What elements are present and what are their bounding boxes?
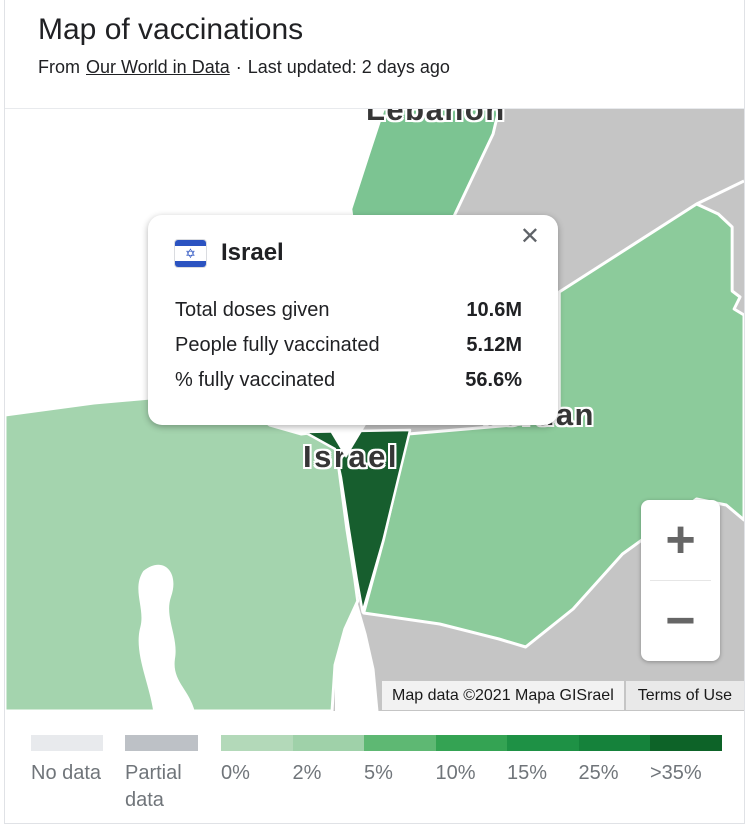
- stat-value: 10.6M: [466, 299, 522, 321]
- legend-swatch: [578, 735, 650, 751]
- legend-label: 10%: [435, 762, 476, 784]
- separator-dot: ·: [235, 57, 242, 77]
- border-line-syria-iraq: [695, 179, 744, 206]
- legend-swatch: [435, 735, 507, 751]
- stat-row-percent-vaccinated: % fully vaccinated 56.6%: [175, 363, 522, 398]
- page-title: Map of vaccinations: [38, 13, 304, 46]
- legend-item-25pct: 25%: [578, 735, 650, 787]
- star-of-david-icon: ✡: [185, 245, 196, 261]
- legend-label: 25%: [578, 762, 619, 784]
- popup-stats: Total doses given 10.6M People fully vac…: [175, 293, 522, 398]
- map-data-copyright: Map data ©2021 Mapa GISrael: [382, 681, 624, 710]
- flag-field: ✡: [175, 246, 206, 261]
- legend-item-2pct: 2%: [292, 735, 364, 787]
- legend-swatch: [221, 735, 293, 751]
- israel-flag-icon: ✡: [175, 239, 206, 267]
- card-header: Map of vaccinations From Our World in Da…: [5, 0, 744, 109]
- legend-label: No data: [31, 762, 102, 784]
- legend-item-no-data: No data: [31, 735, 103, 787]
- map-legend: No data Partial data 0% 2% 5% 10% 15% 2: [5, 711, 744, 814]
- stat-value: 56.6%: [465, 369, 522, 391]
- legend-label: Partial data: [125, 762, 182, 811]
- popup-country-name: Israel: [221, 239, 284, 266]
- popup-header: ✡ Israel: [175, 239, 522, 267]
- stat-value: 5.12M: [466, 334, 522, 356]
- legend-swatch: [507, 735, 579, 751]
- region-israel[interactable]: [303, 428, 412, 614]
- terms-of-use-link[interactable]: Terms of Use: [625, 681, 744, 710]
- legend-label: 5%: [364, 762, 393, 784]
- legend-swatch-partial-data: [125, 735, 198, 751]
- close-icon[interactable]: ✕: [514, 221, 546, 253]
- stat-row-fully-vaccinated: People fully vaccinated 5.12M: [175, 328, 522, 363]
- legend-label: 2%: [292, 762, 322, 784]
- zoom-control-divider: [650, 580, 711, 581]
- legend-swatch: [650, 735, 722, 751]
- region-egypt[interactable]: [5, 394, 360, 711]
- legend-swatch-no-data: [31, 735, 103, 751]
- legend-label: 15%: [507, 762, 548, 784]
- flag-stripe-bottom: [175, 260, 206, 267]
- source-line: From Our World in Data · Last updated: 2…: [38, 57, 744, 78]
- legend-item-0pct: 0%: [221, 735, 293, 787]
- region-jordan[interactable]: [362, 202, 744, 649]
- stat-label: % fully vaccinated: [175, 369, 336, 391]
- country-info-popup: ✕ ✡ Israel Total doses given 10.6M Peopl: [148, 215, 558, 425]
- popup-pointer: [325, 423, 367, 458]
- zoom-in-button[interactable]: +: [641, 500, 720, 580]
- map-attribution: Map data ©2021 Mapa GISrael Terms of Use: [382, 681, 744, 710]
- stat-label: People fully vaccinated: [175, 334, 380, 356]
- legend-item-35pct-plus: >35%: [650, 735, 722, 787]
- legend-swatch: [364, 735, 436, 751]
- legend-label: >35%: [650, 762, 702, 784]
- legend-item-10pct: 10%: [435, 735, 507, 787]
- legend-item-partial-data: Partial data: [125, 735, 198, 814]
- choropleth-map[interactable]: Lebanon Jordan Israel ✕ ✡ Israel Total d…: [5, 109, 744, 711]
- legend-item-5pct: 5%: [364, 735, 436, 787]
- last-updated-text: Last updated: 2 days ago: [247, 57, 450, 77]
- legend-item-15pct: 15%: [507, 735, 579, 787]
- map-zoom-control: + −: [641, 500, 720, 661]
- legend-swatch: [292, 735, 364, 751]
- sea-gulf-of-aqaba: [334, 603, 379, 711]
- stat-row-total-doses: Total doses given 10.6M: [175, 293, 522, 328]
- legend-label: 0%: [221, 762, 250, 784]
- vaccination-map-card: Map of vaccinations From Our World in Da…: [4, 0, 745, 824]
- river-nile: [138, 564, 195, 711]
- zoom-out-button[interactable]: −: [641, 581, 720, 661]
- stat-label: Total doses given: [175, 299, 330, 321]
- source-link[interactable]: Our World in Data: [86, 57, 230, 77]
- source-prefix: From: [38, 57, 80, 77]
- flag-stripe-top: [175, 239, 206, 246]
